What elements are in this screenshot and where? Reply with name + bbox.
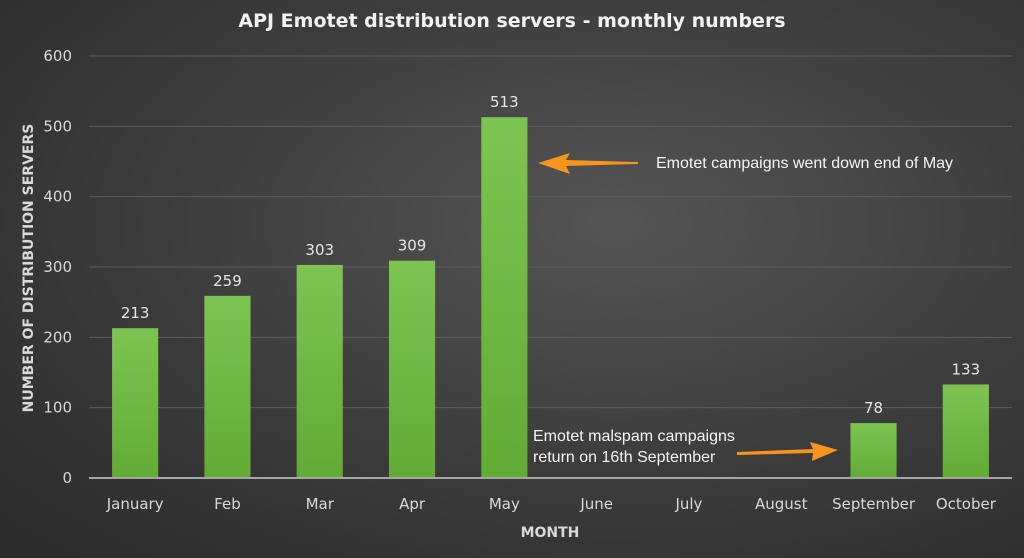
data-label: 513 — [490, 93, 519, 111]
arrow-right-icon — [737, 442, 838, 461]
bar-january — [112, 328, 159, 478]
x-tick-label: Apr — [399, 495, 426, 513]
x-tick-label: August — [755, 495, 808, 513]
bar-september — [850, 423, 897, 478]
y-tick-label: 300 — [43, 258, 72, 276]
x-tick-label: Feb — [214, 495, 241, 513]
x-tick-label: January — [106, 495, 164, 513]
y-tick-label: 100 — [43, 399, 72, 417]
y-tick-label: 600 — [43, 47, 72, 65]
annotation-text-line1: Emotet malspam campaigns — [533, 428, 735, 445]
arrow-left-icon — [538, 153, 638, 174]
data-label: 309 — [398, 237, 427, 255]
bars — [112, 117, 989, 478]
x-axis-label: MONTH — [521, 525, 580, 541]
data-label: 78 — [864, 399, 883, 417]
bar-feb — [204, 295, 251, 478]
data-label: 303 — [305, 241, 334, 259]
annotation-may: Emotet campaigns went down end of May — [538, 153, 953, 174]
x-tick-label: July — [674, 495, 702, 513]
y-tick-label: 500 — [43, 117, 72, 135]
x-tick-label: October — [936, 495, 997, 513]
y-axis-label: NUMBER OF DISTRIBUTION SERVERS — [21, 124, 37, 413]
annotation-text: Emotet campaigns went down end of May — [656, 155, 953, 172]
bar-mar — [296, 264, 343, 478]
data-label: 213 — [121, 304, 150, 322]
x-axis-ticks: January Feb Mar Apr May June July August Septemb… — [106, 495, 997, 513]
data-label: 133 — [952, 360, 981, 378]
y-tick-label: 0 — [62, 469, 72, 487]
y-axis-ticks: 0 100 200 300 400 500 600 — [43, 47, 72, 487]
x-tick-label: September — [832, 495, 916, 513]
annotation-september: Emotet malspam campaigns return on 16th … — [533, 428, 838, 466]
x-tick-label: Mar — [306, 495, 335, 513]
y-tick-label: 200 — [43, 328, 72, 346]
x-tick-label: June — [579, 495, 613, 513]
bar-may — [481, 117, 528, 478]
data-labels: 213 259 303 309 513 78 133 — [121, 93, 980, 417]
bar-apr — [388, 260, 436, 478]
data-label: 259 — [213, 272, 242, 290]
x-tick-label: May — [489, 495, 520, 513]
chart-title: APJ Emotet distribution servers - monthl… — [238, 10, 785, 32]
y-tick-label: 400 — [43, 188, 72, 206]
annotation-text-line2: return on 16th September — [533, 449, 716, 466]
bar-october — [942, 384, 989, 478]
